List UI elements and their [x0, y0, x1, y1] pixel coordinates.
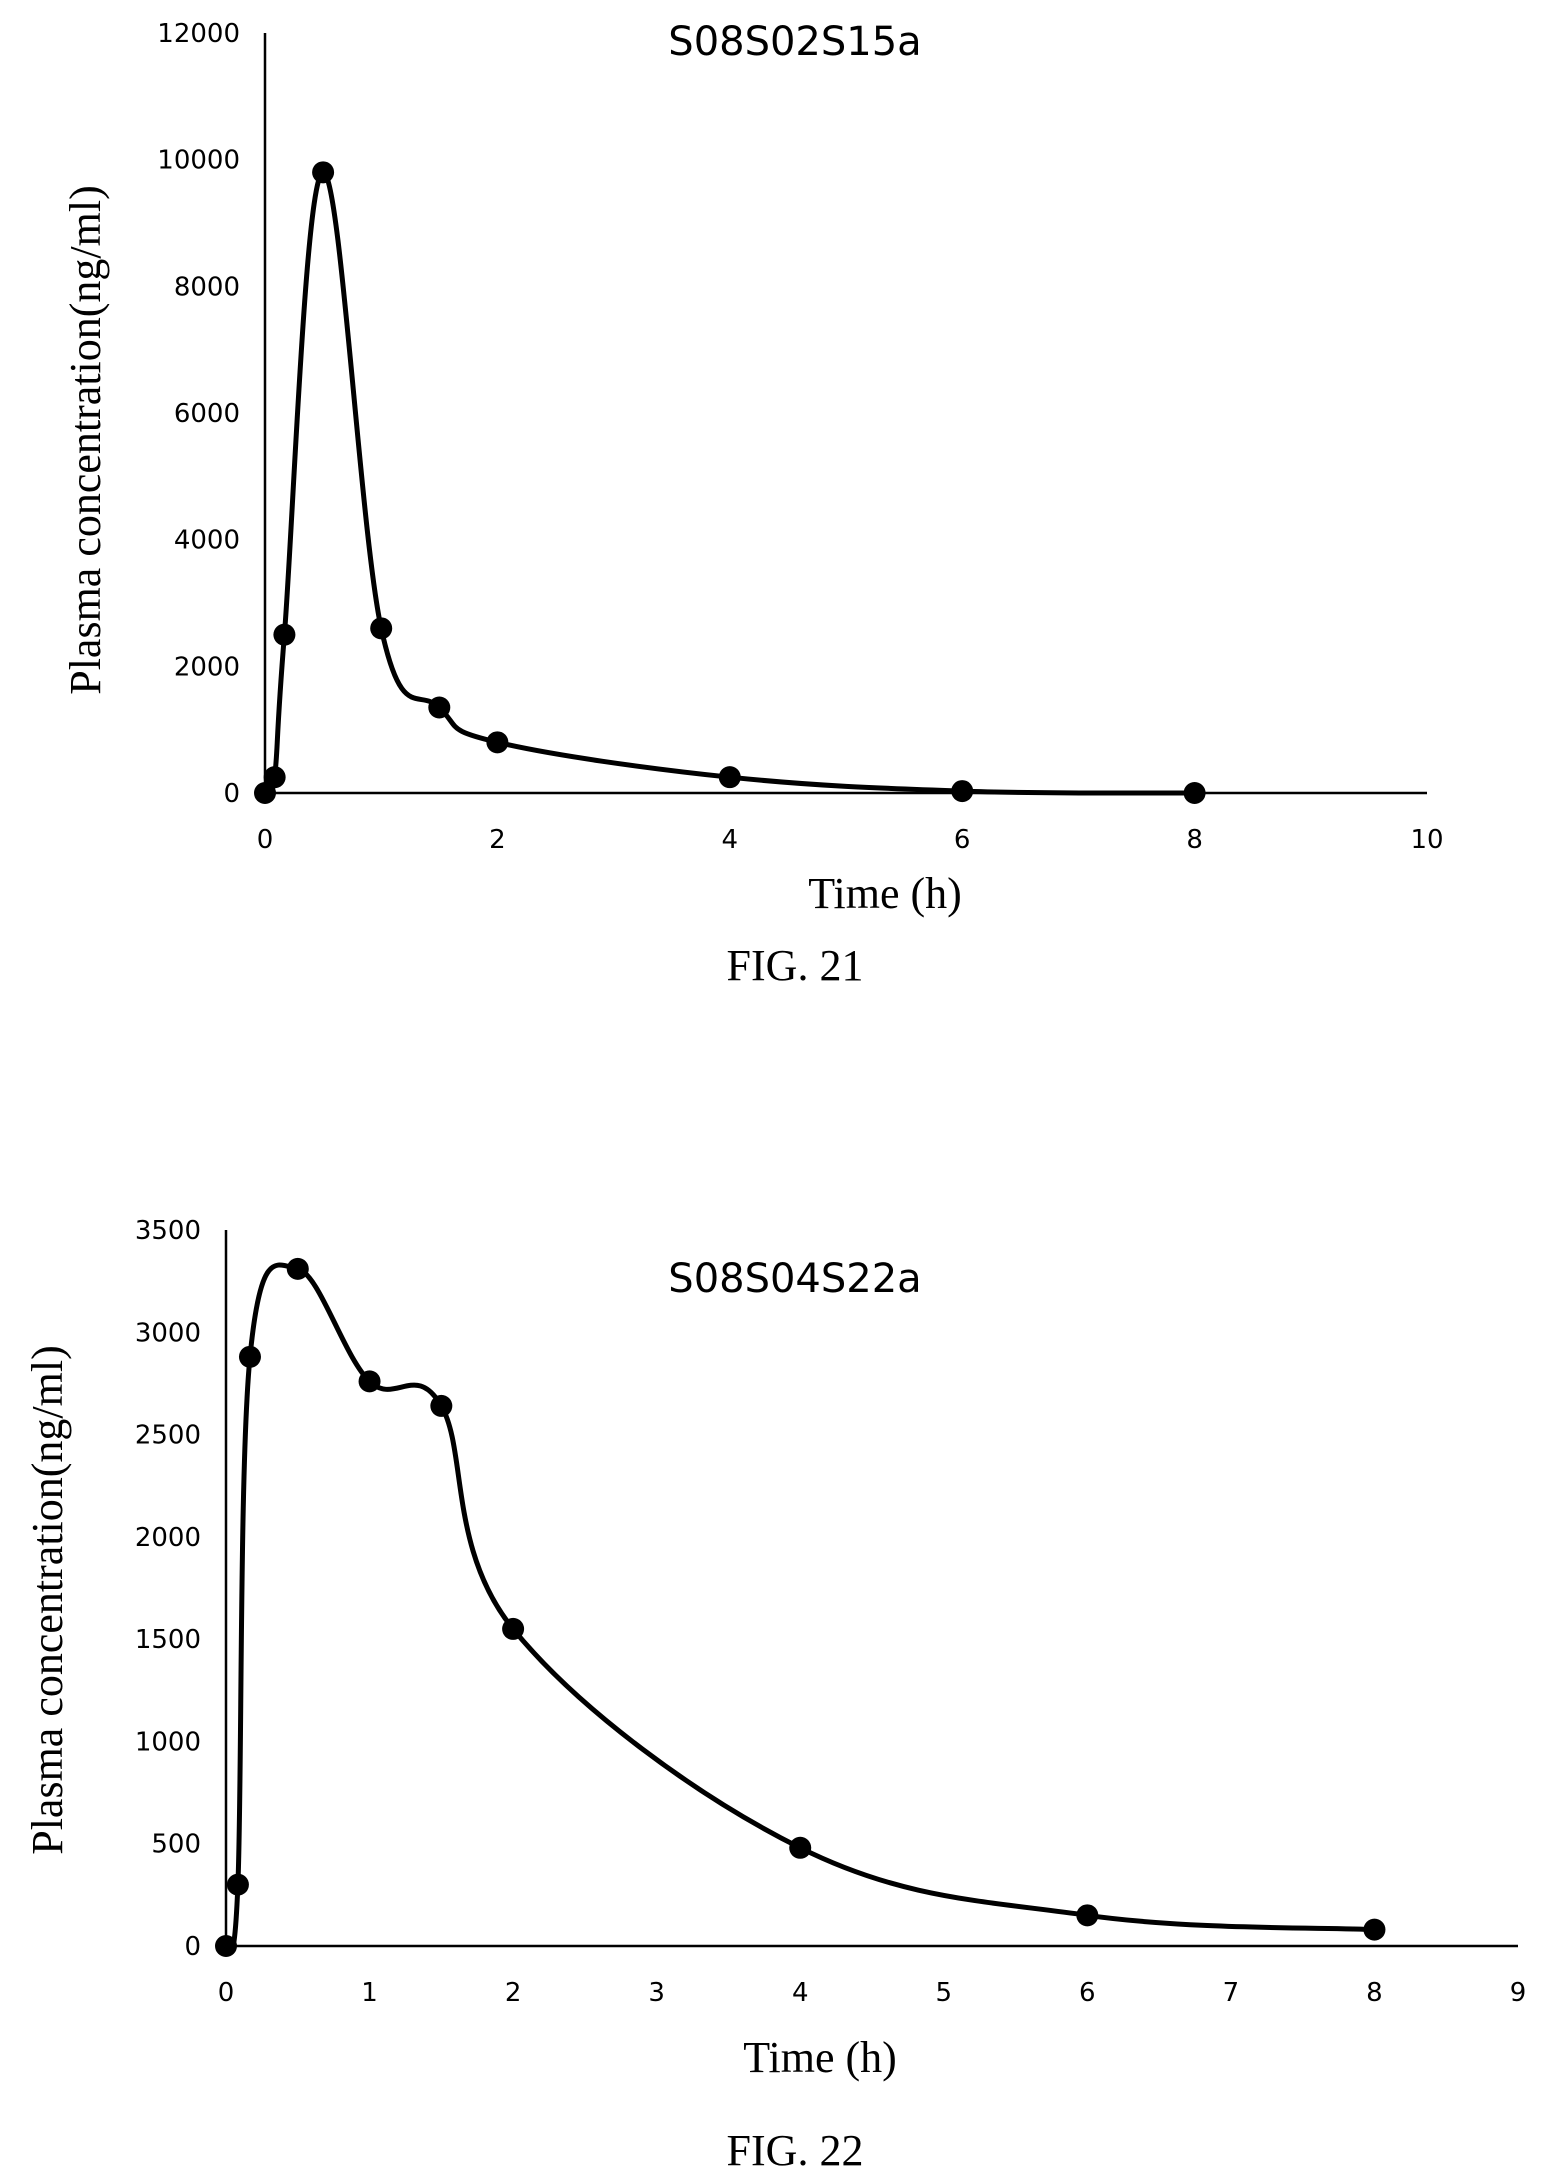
- x-tick-label: 2: [505, 1978, 522, 2008]
- y-tick-label: 10000: [157, 146, 240, 176]
- x-tick-label: 3: [648, 1978, 665, 2008]
- data-points: [254, 161, 1206, 804]
- data-point: [428, 696, 451, 719]
- x-tick-label: 6: [1079, 1978, 1096, 2008]
- x-tick-label: 4: [722, 825, 739, 855]
- data-point: [951, 780, 974, 803]
- data-point: [238, 1345, 261, 1368]
- chart-title: S08S04S22a: [668, 1256, 921, 1302]
- x-tick-label: 7: [1223, 1978, 1240, 2008]
- y-tick-label: 3500: [135, 1216, 201, 1246]
- chart-fig-22: S08S04S22a 0500100015002000250030003500 …: [23, 1216, 1526, 2175]
- data-points: [215, 1257, 1386, 1957]
- data-point: [502, 1617, 525, 1640]
- y-tick-label: 2500: [135, 1421, 201, 1451]
- x-tick-label: 0: [257, 825, 274, 855]
- data-point: [358, 1370, 381, 1393]
- data-point: [273, 623, 296, 646]
- data-point: [789, 1836, 812, 1859]
- data-point: [286, 1257, 309, 1280]
- y-axis-label: Plasma concentration(ng/ml): [23, 1345, 72, 1855]
- series-line: [262, 169, 1195, 798]
- data-point: [215, 1935, 237, 1957]
- y-tick-label: 8000: [174, 272, 240, 302]
- figure-caption: FIG. 21: [727, 941, 864, 990]
- data-point: [1363, 1918, 1386, 1941]
- y-tick-label: 4000: [174, 526, 240, 556]
- x-tick-label: 9: [1510, 1978, 1527, 2008]
- x-axis-label: Time (h): [808, 869, 962, 918]
- y-tick-label: 2000: [174, 652, 240, 682]
- y-tick-label: 3000: [135, 1318, 201, 1348]
- y-tick-label: 12000: [157, 19, 240, 49]
- figure-caption: FIG. 22: [727, 2126, 864, 2175]
- x-tick-label: 2: [489, 825, 506, 855]
- y-axis-label: Plasma concentration(ng/ml): [61, 185, 110, 695]
- x-tick-labels: 0 1 2 3 4 5 6 7 8 9: [218, 1978, 1527, 2008]
- data-point: [312, 161, 335, 184]
- y-tick-label: 0: [184, 1932, 201, 1962]
- x-tick-labels: 0 2 4 6 8 10: [257, 825, 1444, 855]
- y-tick-label: 1500: [135, 1625, 201, 1655]
- chart-title: S08S02S15a: [668, 19, 921, 65]
- y-tick-label: 2000: [135, 1523, 201, 1553]
- data-point: [1076, 1904, 1099, 1927]
- data-point: [263, 766, 286, 789]
- x-tick-label: 1: [361, 1978, 378, 2008]
- y-tick-label: 1000: [135, 1727, 201, 1757]
- data-point: [226, 1873, 249, 1896]
- x-tick-label: 8: [1186, 825, 1203, 855]
- series-line: [223, 1262, 1375, 1954]
- chart-fig-21: S08S02S15a 0 2000 4000 6000 8000 10000 12000 0…: [61, 19, 1444, 990]
- x-tick-label: 8: [1366, 1978, 1383, 2008]
- x-tick-label: 10: [1410, 825, 1443, 855]
- y-tick-labels: 0 2000 4000 6000 8000 10000 12000: [157, 19, 240, 809]
- y-tick-labels: 0 500 1000 1500 2000 2500 3000 3500: [135, 1216, 201, 1962]
- y-tick-label: 6000: [174, 399, 240, 429]
- y-tick-label: 0: [223, 779, 240, 809]
- data-point: [254, 782, 276, 804]
- x-tick-label: 4: [792, 1978, 809, 2008]
- x-tick-label: 6: [954, 825, 971, 855]
- x-tick-label: 5: [936, 1978, 953, 2008]
- data-point: [370, 617, 393, 640]
- x-axis-label: Time (h): [743, 2033, 897, 2082]
- data-point: [486, 731, 509, 754]
- y-tick-label: 500: [151, 1830, 201, 1860]
- data-point: [1183, 782, 1206, 804]
- x-tick-label: 0: [218, 1978, 235, 2008]
- data-point: [718, 766, 741, 789]
- data-point: [430, 1394, 453, 1417]
